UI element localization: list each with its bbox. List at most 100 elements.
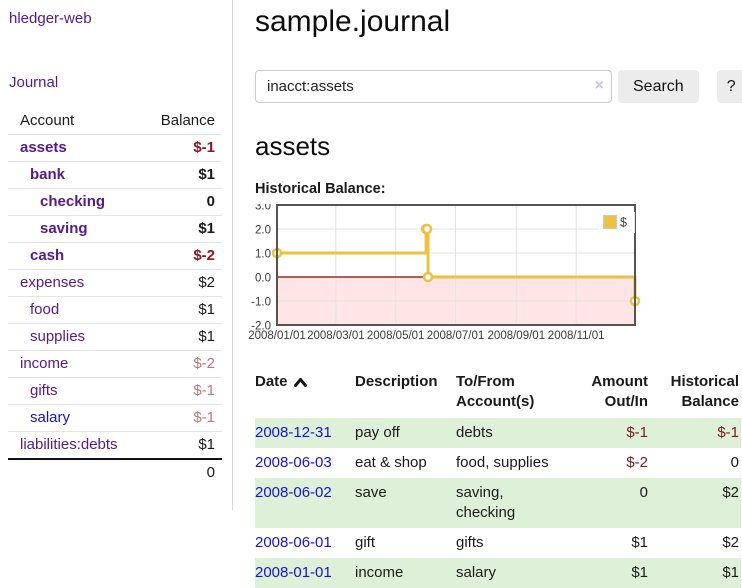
- account-link[interactable]: gifts: [30, 382, 58, 399]
- transaction-date-link[interactable]: 2008-12-31: [255, 424, 332, 441]
- transaction-amount: $-2: [626, 454, 648, 471]
- transaction-accounts: salary: [456, 564, 497, 581]
- svg-text:2008/07/01: 2008/07/01: [427, 330, 485, 342]
- account-link[interactable]: supplies: [30, 328, 86, 345]
- account-balance: $2: [145, 269, 222, 297]
- transaction-balance: $-1: [717, 424, 739, 441]
- account-row-saving: saving $1: [8, 215, 222, 243]
- transaction-description: pay off: [355, 424, 400, 441]
- transaction-description: income: [355, 564, 404, 581]
- search-input[interactable]: [255, 70, 612, 103]
- column-header-date[interactable]: Date: [255, 369, 355, 418]
- column-header-amount: Amount Out/In: [591, 373, 648, 410]
- account-row-income: income $-2: [8, 350, 222, 378]
- account-link[interactable]: checking: [40, 193, 106, 210]
- svg-text:$: $: [620, 216, 627, 230]
- account-link[interactable]: income: [20, 355, 69, 372]
- app-title-link[interactable]: hledger-web: [9, 10, 92, 27]
- historical-balance-chart: $3.0 2.0 1.0 0.0 -1.0 -2.0 2008/01/01 2008/03/0…: [243, 204, 742, 352]
- transaction-accounts: saving, checking: [456, 484, 516, 521]
- svg-text:2008/09/01: 2008/09/01: [488, 330, 546, 342]
- transaction-balance: 0: [730, 454, 739, 471]
- svg-text:2008/11/01: 2008/11/01: [548, 330, 605, 342]
- account-page-title: assets: [255, 131, 331, 161]
- account-row-assets: assets $-1: [8, 134, 222, 162]
- transactions-header-row: Date Description To/From Account(s) Amou…: [255, 369, 741, 418]
- account-balance: $1: [145, 215, 222, 243]
- transaction-balance: $2: [722, 534, 739, 551]
- account-balance: $1: [145, 323, 222, 351]
- accounts-header-account: Account: [8, 108, 146, 135]
- account-balance: $1: [145, 431, 222, 460]
- accounts-total-row: 0: [8, 458, 222, 486]
- account-link[interactable]: liabilities:debts: [20, 436, 118, 453]
- svg-text:-2.0: -2.0: [251, 321, 271, 333]
- account-row-checking: checking 0: [8, 188, 222, 216]
- account-link[interactable]: assets: [20, 139, 67, 156]
- account-balance: $1: [145, 161, 222, 189]
- account-row-gifts: gifts $-1: [8, 377, 222, 405]
- chart-label: Historical Balance:: [255, 181, 386, 197]
- account-balance: $-1: [145, 134, 222, 162]
- clear-search-icon[interactable]: ×: [594, 77, 604, 94]
- transaction-amount: $1: [631, 534, 648, 551]
- account-row-food: food $1: [8, 296, 222, 324]
- account-link[interactable]: food: [30, 301, 60, 318]
- transaction-row: 2008-06-03 eat & shop food, supplies $-2 0: [255, 448, 741, 478]
- svg-text:2008/01/01: 2008/01/01: [248, 330, 306, 342]
- account-row-salary: salary $-1: [8, 404, 222, 432]
- sidebar: hledger-web Journal Account Balance asse…: [0, 0, 233, 510]
- account-row-expenses: expenses $2: [8, 269, 222, 297]
- svg-text:0.0: 0.0: [255, 273, 271, 285]
- page-title: sample.journal: [255, 5, 451, 38]
- transaction-accounts: gifts: [456, 534, 484, 551]
- svg-text:2.0: 2.0: [255, 225, 271, 237]
- svg-text:3.0: 3.0: [255, 204, 271, 213]
- account-row-cash: cash $-2: [8, 242, 222, 270]
- column-header-accounts: To/From Account(s): [456, 373, 535, 410]
- account-link[interactable]: bank: [30, 166, 66, 183]
- sort-ascending-icon: [293, 373, 307, 393]
- account-link[interactable]: expenses: [20, 274, 85, 291]
- accounts-total-value: 0: [145, 458, 222, 486]
- account-balance: $-1: [145, 377, 222, 405]
- search-bar: × Search ?: [255, 70, 742, 103]
- account-link[interactable]: salary: [30, 409, 71, 426]
- account-link[interactable]: saving: [40, 220, 88, 237]
- transaction-row: 2008-01-01 income salary $1 $1: [255, 558, 741, 588]
- transaction-balance: $1: [722, 564, 739, 581]
- search-button[interactable]: Search: [618, 70, 699, 103]
- transaction-date-link[interactable]: 2008-06-03: [255, 454, 332, 471]
- account-balance: $-1: [145, 404, 222, 432]
- column-header-description: Description: [355, 373, 438, 390]
- transaction-row: 2008-06-02 save saving, checking 0 $2: [255, 478, 741, 528]
- transaction-row: 2008-12-31 pay off debts $-1 $-1: [255, 418, 741, 448]
- transaction-date-link[interactable]: 2008-06-01: [255, 534, 332, 551]
- transaction-amount: $-1: [626, 424, 648, 441]
- search-input-wrap: ×: [255, 70, 612, 103]
- sidebar-item-journal[interactable]: Journal: [9, 74, 59, 91]
- account-balance: 0: [145, 188, 222, 216]
- account-balance: $-2: [145, 242, 222, 270]
- account-row-liabilities-debts: liabilities:debts $1: [8, 431, 222, 460]
- svg-text:2008/03/01: 2008/03/01: [307, 330, 365, 342]
- transaction-amount: 0: [639, 484, 648, 501]
- transaction-date-link[interactable]: 2008-06-02: [255, 484, 332, 501]
- svg-text:-1.0: -1.0: [251, 297, 271, 309]
- transaction-date-link[interactable]: 2008-01-01: [255, 564, 332, 581]
- account-balance: $1: [145, 296, 222, 324]
- svg-text:2008/05/01: 2008/05/01: [367, 330, 425, 342]
- account-balance: $-2: [145, 350, 222, 378]
- account-link[interactable]: cash: [30, 247, 65, 264]
- help-button[interactable]: ?: [716, 70, 742, 103]
- main-content: sample.journal × Search ? assets Histori…: [233, 0, 742, 588]
- account-row-supplies: supplies $1: [8, 323, 222, 351]
- transaction-description: eat & shop: [355, 454, 427, 471]
- accounts-table: Account Balance assets $-1 bank $1 checking 0…: [8, 108, 222, 486]
- svg-text:1.0: 1.0: [255, 249, 271, 261]
- transaction-description: save: [355, 484, 387, 501]
- transaction-description: gift: [355, 534, 376, 551]
- transaction-amount: $1: [631, 564, 648, 581]
